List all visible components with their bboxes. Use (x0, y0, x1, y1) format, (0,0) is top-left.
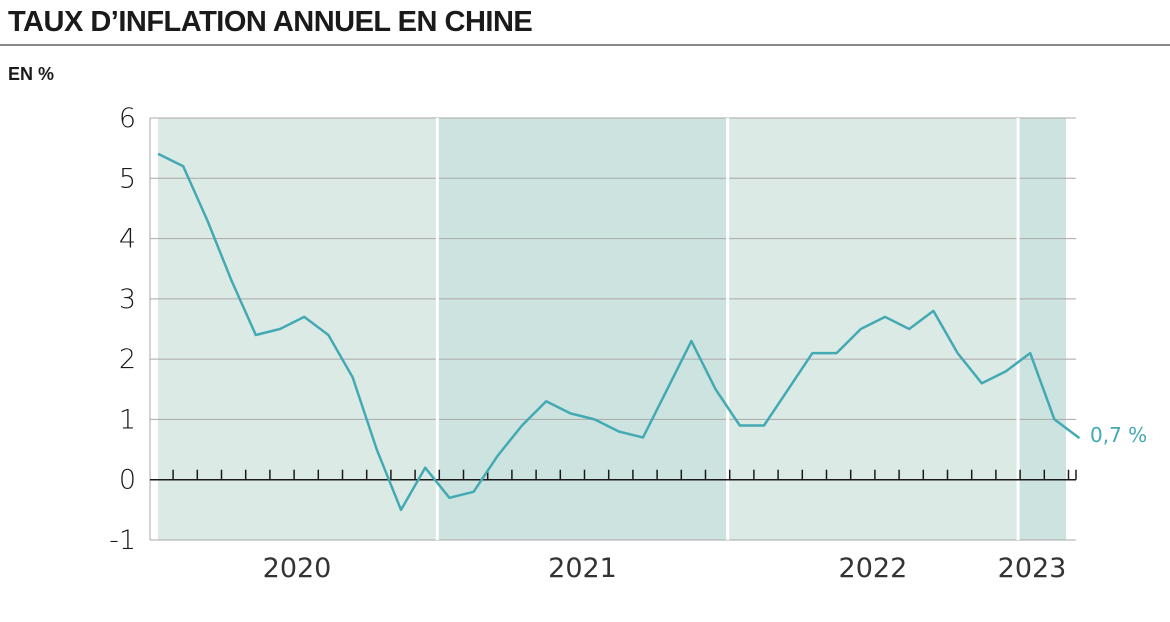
y-axis-ticks: 6 5 4 3 2 1 0 -1 (109, 103, 136, 556)
y-tick-label: 0 (119, 465, 136, 496)
x-year-label-2021: 2021 (548, 553, 617, 584)
x-year-label-2022: 2022 (839, 553, 908, 584)
gridlines (150, 117, 1076, 541)
year-band-2020 (158, 118, 438, 540)
x-year-label-2023: 2023 (998, 553, 1067, 584)
x-axis-year-labels: 2020 2021 2022 2023 (263, 553, 1067, 584)
unit-label: EN % (8, 64, 55, 84)
year-band-2022 (727, 118, 1019, 540)
inflation-series (157, 152, 1080, 512)
chart-title: TAUX D’INFLATION ANNUEL EN CHINE (8, 6, 533, 38)
y-tick-label: -1 (109, 525, 136, 556)
title-divider (0, 44, 1170, 46)
y-tick-label: 3 (119, 284, 136, 315)
end-value-label: 0,7 % (1090, 423, 1147, 447)
y-tick-label: 6 (119, 103, 136, 134)
y-tick-label: 4 (119, 224, 136, 255)
x-axis (149, 118, 1077, 540)
year-band-2021 (437, 118, 728, 540)
x-year-label-2020: 2020 (263, 553, 332, 584)
y-tick-label: 2 (119, 344, 136, 375)
y-tick-label: 1 (119, 404, 136, 435)
inflation-line (157, 152, 1080, 512)
year-bands (158, 118, 1066, 540)
year-band-2023 (1018, 118, 1066, 540)
year-separators (435, 118, 1020, 540)
y-tick-label: 5 (119, 163, 136, 194)
